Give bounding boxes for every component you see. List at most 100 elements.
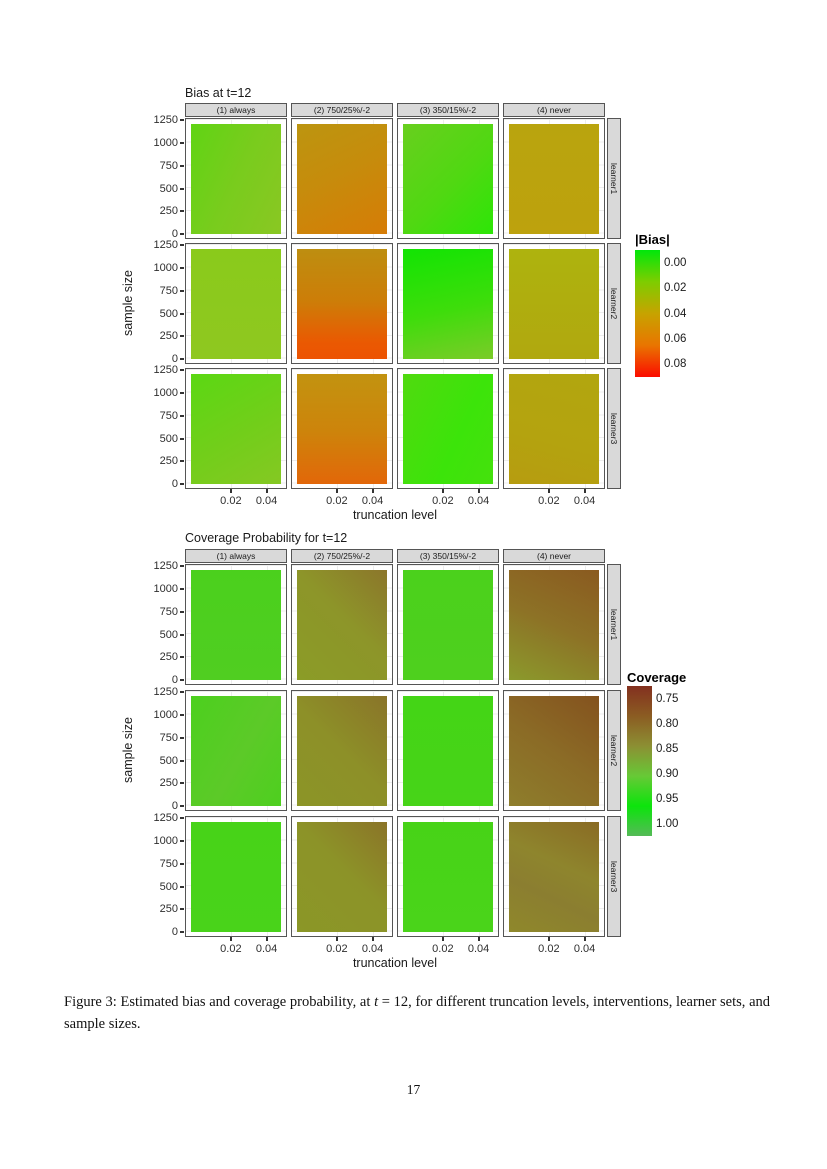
y-tick-mark (180, 142, 184, 145)
y-tick-mark (180, 210, 184, 213)
y-tick-mark (180, 187, 184, 190)
x-tick-label: 0.04 (467, 495, 490, 507)
y-tick-label: 750 (159, 731, 178, 744)
heatmap-panel (291, 816, 393, 937)
y-tick-mark (180, 817, 184, 820)
x-tick-label: 0.02 (220, 495, 242, 507)
x-tick-mark (477, 489, 480, 493)
y-tick-label: 500 (159, 432, 178, 445)
y-tick-mark (180, 714, 184, 717)
heatmap-panel (291, 118, 393, 239)
heatmap-panel (503, 816, 605, 937)
x-tick-label: 0.04 (573, 495, 596, 507)
legend-title: Coverage (627, 670, 687, 685)
y-tick-label: 500 (159, 754, 178, 767)
caption-suffix: = 12, for different truncation levels, i… (64, 994, 771, 1033)
heatmap-panel (503, 564, 605, 685)
legend-tick-label: 0.90 (656, 767, 679, 780)
x-tick-mark (371, 937, 374, 941)
heatmap-panel (397, 118, 499, 239)
y-tick-mark (180, 656, 184, 659)
y-tick-mark (180, 392, 184, 395)
y-tick-label: 750 (159, 409, 178, 422)
y-tick-label: 0 (171, 800, 178, 813)
legend-tick-label: 0.04 (664, 307, 687, 320)
y-tick-mark (180, 931, 184, 934)
x-tick-mark (477, 937, 480, 941)
y-tick-label: 750 (159, 605, 178, 618)
y-tick-mark (180, 414, 184, 417)
x-tick-mark (335, 489, 338, 493)
y-tick-label: 1000 (153, 262, 178, 275)
y-tick-label: 250 (159, 903, 178, 916)
y-tick-label: 1250 (153, 812, 178, 825)
y-tick-label: 1000 (153, 835, 178, 848)
x-axis-title: truncation level (352, 956, 438, 970)
y-tick-label: 250 (159, 651, 178, 664)
y-tick-mark (180, 840, 184, 843)
y-tick-mark (180, 289, 184, 292)
x-tick-mark (583, 489, 586, 493)
legend-tick-label: 0.75 (656, 692, 679, 705)
legend-tick-label: 0.02 (664, 282, 687, 295)
heatmap-raster (509, 249, 599, 359)
facet-column-strip: (4) never (503, 103, 605, 117)
legend-colorbar (635, 250, 660, 377)
y-tick-mark (180, 119, 184, 122)
legend-tick-label: 0.80 (656, 717, 679, 730)
facet-row-strip: learner2 (607, 690, 621, 811)
heatmap-panel (397, 564, 499, 685)
facet-column-strip: (3) 350/15%/-2 (397, 549, 499, 563)
facet-column-strip: (3) 350/15%/-2 (397, 103, 499, 117)
y-tick-label: 500 (159, 182, 178, 195)
y-tick-label: 750 (159, 284, 178, 297)
y-tick-mark (180, 460, 184, 463)
y-tick-mark (180, 805, 184, 808)
y-tick-mark (180, 483, 184, 486)
heatmap-panel (185, 564, 287, 685)
y-tick-label: 750 (159, 159, 178, 172)
y-tick-label: 1250 (153, 364, 178, 377)
heatmap-panel (503, 118, 605, 239)
heatmap-raster (297, 374, 387, 484)
facet-column-strip: (1) always (185, 103, 287, 117)
x-tick-mark (547, 489, 550, 493)
facet-row-strip: learner3 (607, 816, 621, 937)
y-tick-mark (180, 782, 184, 785)
y-tick-label: 1250 (153, 686, 178, 699)
page-number: 17 (406, 1082, 421, 1097)
x-tick-mark (229, 489, 232, 493)
y-tick-mark (180, 885, 184, 888)
y-tick-label: 1000 (153, 583, 178, 596)
y-tick-label: 1000 (153, 709, 178, 722)
heatmap-raster (403, 124, 493, 234)
y-tick-mark (180, 335, 184, 338)
heatmap-panel (291, 690, 393, 811)
x-tick-mark (583, 937, 586, 941)
heatmap-raster (191, 374, 281, 484)
y-tick-mark (180, 244, 184, 247)
x-tick-label: 0.04 (361, 943, 384, 955)
heatmap-raster (509, 374, 599, 484)
y-tick-mark (180, 358, 184, 361)
x-tick-label: 0.02 (538, 943, 560, 955)
heatmap-raster (191, 570, 281, 680)
heatmap-panel (397, 243, 499, 364)
y-tick-label: 1250 (153, 560, 178, 573)
legend-tick-label: 0.06 (664, 332, 687, 345)
y-tick-mark (180, 565, 184, 568)
heatmap-raster (297, 124, 387, 234)
y-tick-mark (180, 164, 184, 167)
heatmap-panel (291, 564, 393, 685)
y-tick-label: 250 (159, 205, 178, 218)
heatmap-raster (403, 249, 493, 359)
heatmap-raster (191, 822, 281, 932)
y-tick-mark (180, 691, 184, 694)
x-tick-mark (265, 937, 268, 941)
heatmap-raster (297, 249, 387, 359)
facet-column-strip: (1) always (185, 549, 287, 563)
heatmap-raster (297, 822, 387, 932)
y-tick-label: 0 (171, 353, 178, 366)
heatmap-raster (191, 124, 281, 234)
